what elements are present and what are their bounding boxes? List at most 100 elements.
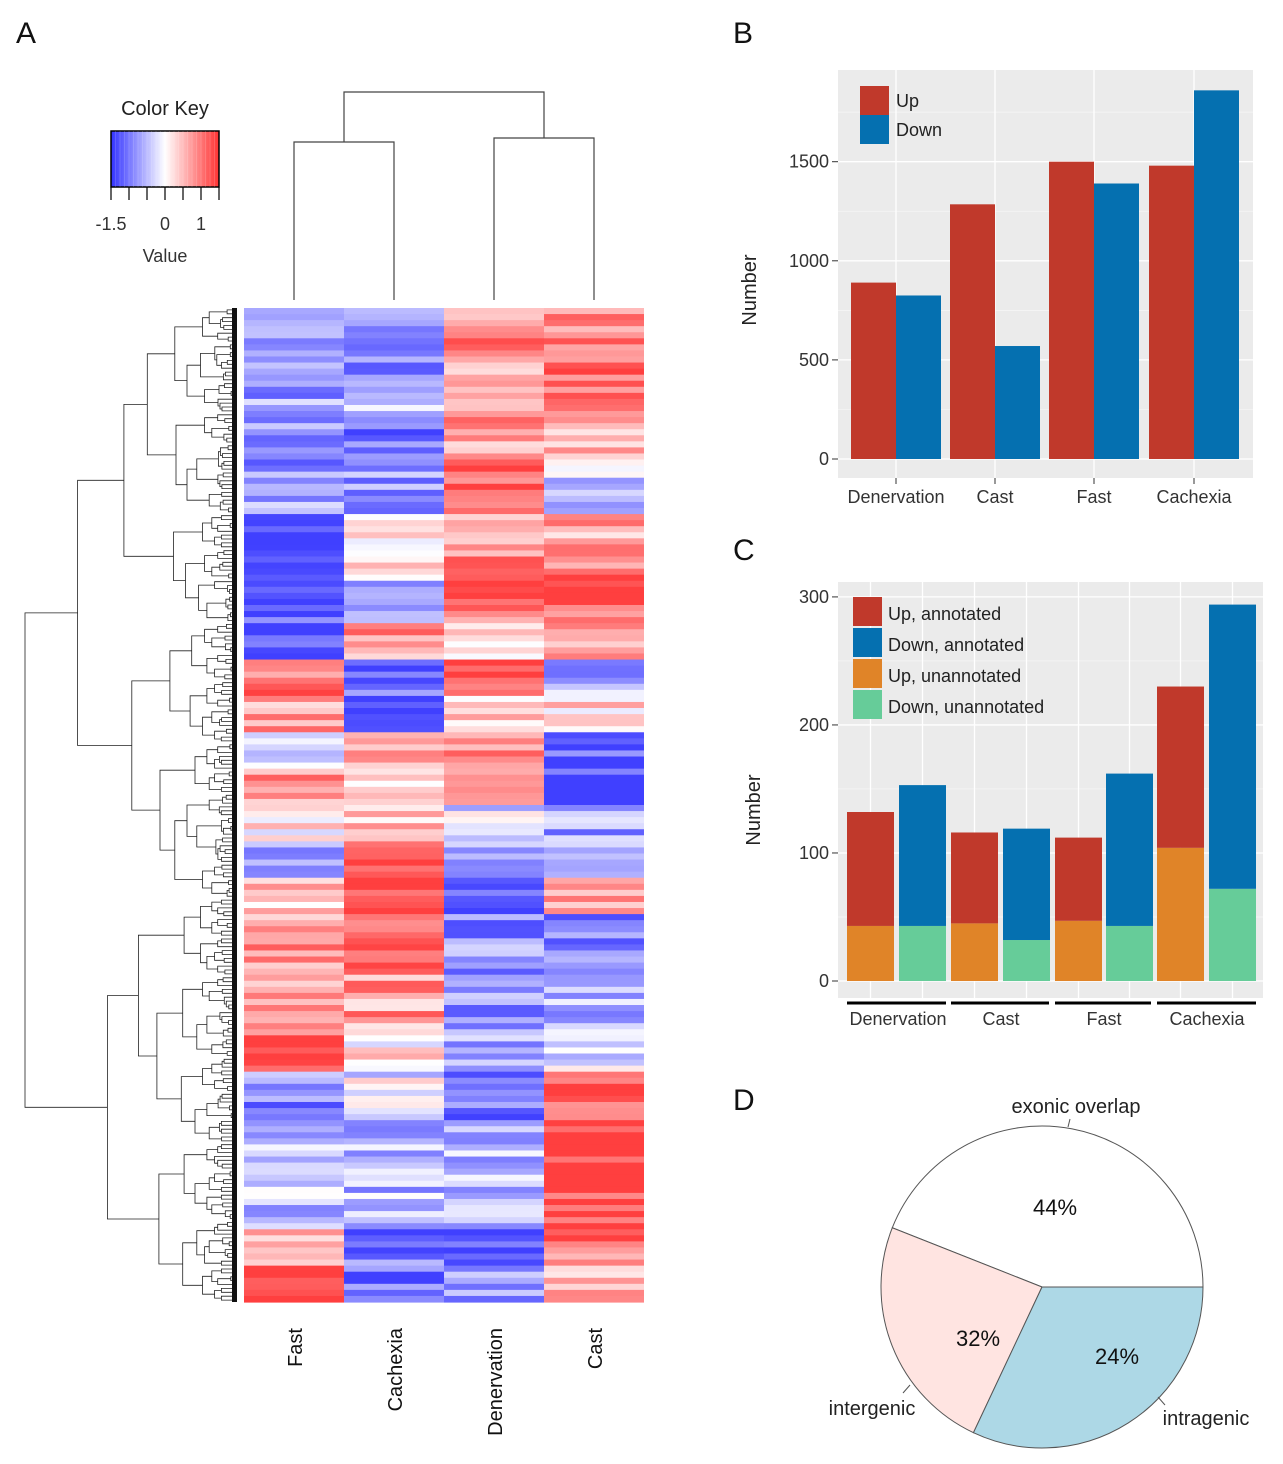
heatmap-cell <box>344 1132 444 1139</box>
heatmap-cell <box>244 1295 344 1303</box>
heatmap-cell <box>344 817 444 824</box>
heatmap-cell <box>544 1150 644 1158</box>
dendro-branch <box>183 916 201 954</box>
heatmap-cell <box>444 811 544 818</box>
dendro-branch <box>196 825 222 848</box>
heatmap-cell <box>344 380 444 388</box>
heatmap-cell <box>344 792 444 800</box>
heatmap-cell <box>544 453 644 461</box>
heatmap-cell <box>444 526 544 533</box>
heatmap-col-label: Denervation <box>485 1328 507 1436</box>
dendro-branch <box>169 650 192 712</box>
heatmap-cell <box>344 1071 444 1079</box>
heatmap-cell <box>344 1180 444 1188</box>
heatmap-cell <box>244 1114 344 1121</box>
heatmap-cell <box>344 895 444 903</box>
heatmap-cell <box>544 1162 644 1170</box>
heatmap-cell <box>444 817 544 824</box>
heatmap-cell <box>544 532 644 539</box>
heatmap-cell <box>344 368 444 376</box>
dendro-branch <box>214 1173 231 1182</box>
heatmap-cell <box>344 320 444 327</box>
heatmap-cell <box>344 1041 444 1049</box>
dendro-branch <box>214 952 225 961</box>
heatmap-cell <box>244 889 344 897</box>
heatmap-cell <box>344 1108 444 1115</box>
heatmap-cell <box>344 508 444 515</box>
heatmap-cell <box>544 998 644 1006</box>
heatmap-cell <box>444 768 544 776</box>
heatmap-cell <box>544 786 644 794</box>
heatmap-cell <box>244 623 344 630</box>
heatmap-cell <box>544 314 644 321</box>
bar-down-fast <box>1094 183 1139 459</box>
y-tick-label: 1500 <box>789 152 829 172</box>
heatmap-cell <box>244 1065 344 1073</box>
heatmap-cell <box>244 538 344 545</box>
heatmap-cell <box>344 883 444 891</box>
dendro-leaf-band <box>232 308 237 1302</box>
heatmap-cell <box>344 574 444 582</box>
heatmap-cell <box>444 841 544 849</box>
heatmap-cell <box>444 805 544 812</box>
heatmap-cell <box>444 574 544 582</box>
dendro-branch <box>293 141 395 300</box>
dendro-branch <box>24 612 108 1108</box>
heatmap-cell <box>344 1126 444 1133</box>
heatmap-cell <box>344 459 444 467</box>
heatmap-cell <box>344 623 444 630</box>
heatmap-cell <box>244 950 344 958</box>
heatmap-cell <box>344 986 444 994</box>
heatmap-cell <box>544 550 644 558</box>
heatmap-cell <box>344 465 444 473</box>
dendro-branch <box>196 1024 212 1050</box>
heatmap-cell <box>444 974 544 982</box>
heatmap-cell <box>444 986 544 994</box>
x-group-label: Fast <box>1086 1009 1121 1029</box>
heatmap-cell <box>544 1259 644 1267</box>
heatmap-cell <box>344 811 444 818</box>
heatmap-cell <box>444 1253 544 1261</box>
heatmap-cell <box>444 944 544 952</box>
legend-swatch-down-unannotated <box>853 690 882 719</box>
heatmap-cell <box>444 556 544 564</box>
heatmap-cell <box>444 350 544 358</box>
heatmap-cell <box>244 562 344 570</box>
x-tick-label: Fast <box>1076 487 1111 507</box>
heatmap-cell <box>544 859 644 867</box>
heatmap-cell <box>544 774 644 782</box>
bar-annotated-up-fast <box>1055 837 1102 921</box>
heatmap-cell <box>444 1071 544 1079</box>
heatmap-cell <box>544 1089 644 1097</box>
heatmap-cell <box>444 483 544 491</box>
heatmap-cell <box>444 386 544 394</box>
heatmap-cell <box>544 411 644 418</box>
heatmap-cell <box>444 1283 544 1291</box>
heatmap-cell <box>544 780 644 788</box>
heatmap-cell <box>444 1089 544 1097</box>
dendro-branch <box>196 458 219 480</box>
heatmap-cell <box>444 344 544 352</box>
heatmap-cell <box>244 780 344 788</box>
heatmap-cell <box>244 895 344 903</box>
dendro-branch <box>202 1275 215 1295</box>
heatmap-cell <box>544 714 644 721</box>
heatmap-cell <box>244 1156 344 1164</box>
heatmap-cell <box>244 398 344 406</box>
heatmap-cell <box>544 611 644 618</box>
heatmap-cell <box>244 908 344 915</box>
heatmap-cell <box>544 695 644 703</box>
heatmap-cell <box>444 823 544 830</box>
heatmap-cell <box>444 798 544 806</box>
legend-label: Up, annotated <box>888 604 1001 624</box>
heatmap-cell <box>344 1156 444 1164</box>
heatmap-cell <box>444 404 544 412</box>
heatmap-cell <box>344 762 444 770</box>
heatmap-cell <box>244 714 344 721</box>
heatmap-cell <box>344 374 444 382</box>
heatmap-cell <box>244 1235 344 1242</box>
dendro-branch <box>202 982 218 997</box>
pie-slice-exonic-overlap <box>891 1125 1204 1288</box>
heatmap-cell <box>444 877 544 885</box>
panel-b-bars <box>851 90 1239 460</box>
